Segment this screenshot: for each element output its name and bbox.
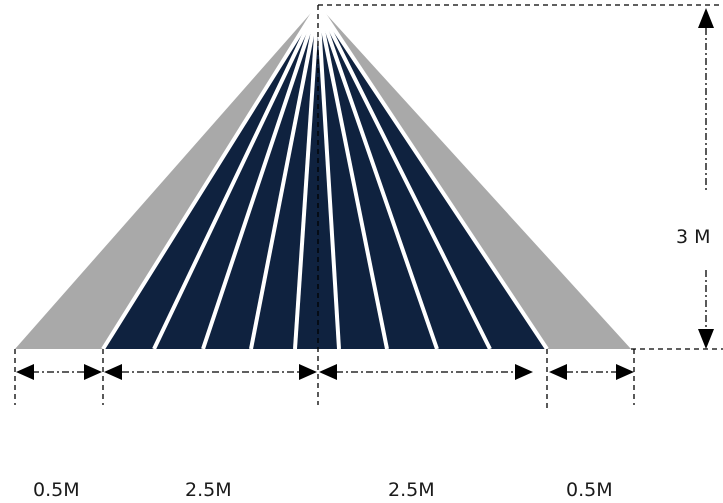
ray-5 [293,4,320,350]
segment-label-4: 0.5M [566,479,613,501]
arrow-right-icon [515,364,533,380]
segment-label-2: 2.5M [185,479,232,501]
ray-3 [201,4,320,350]
segment-label-1: 0.5M [33,479,80,501]
arrow-right-icon [299,364,317,380]
arrow-left-icon [319,364,337,380]
segment-label-3: 2.5M [388,479,435,501]
base-ticks [14,349,635,410]
ray-6 [316,4,341,350]
white-rays [101,3,549,351]
ray-4 [249,4,320,350]
arrow-left-icon [104,364,122,380]
height-dimension [698,8,714,349]
arrow-up-icon [698,8,714,28]
inner-navy-triangle [103,5,547,349]
height-label: 3 M [676,226,711,248]
arrow-left-icon [16,364,34,380]
ray-2 [152,4,320,350]
width-arrows [16,364,634,380]
arrow-right-icon [616,364,634,380]
arrow-down-icon [698,329,714,349]
ray-1 [101,3,320,351]
ray-10 [316,3,549,351]
arrow-right-icon [84,364,102,380]
ray-8 [316,4,439,350]
arrow-left-icon [549,364,567,380]
ray-7 [316,4,389,350]
ray-9 [316,4,492,350]
